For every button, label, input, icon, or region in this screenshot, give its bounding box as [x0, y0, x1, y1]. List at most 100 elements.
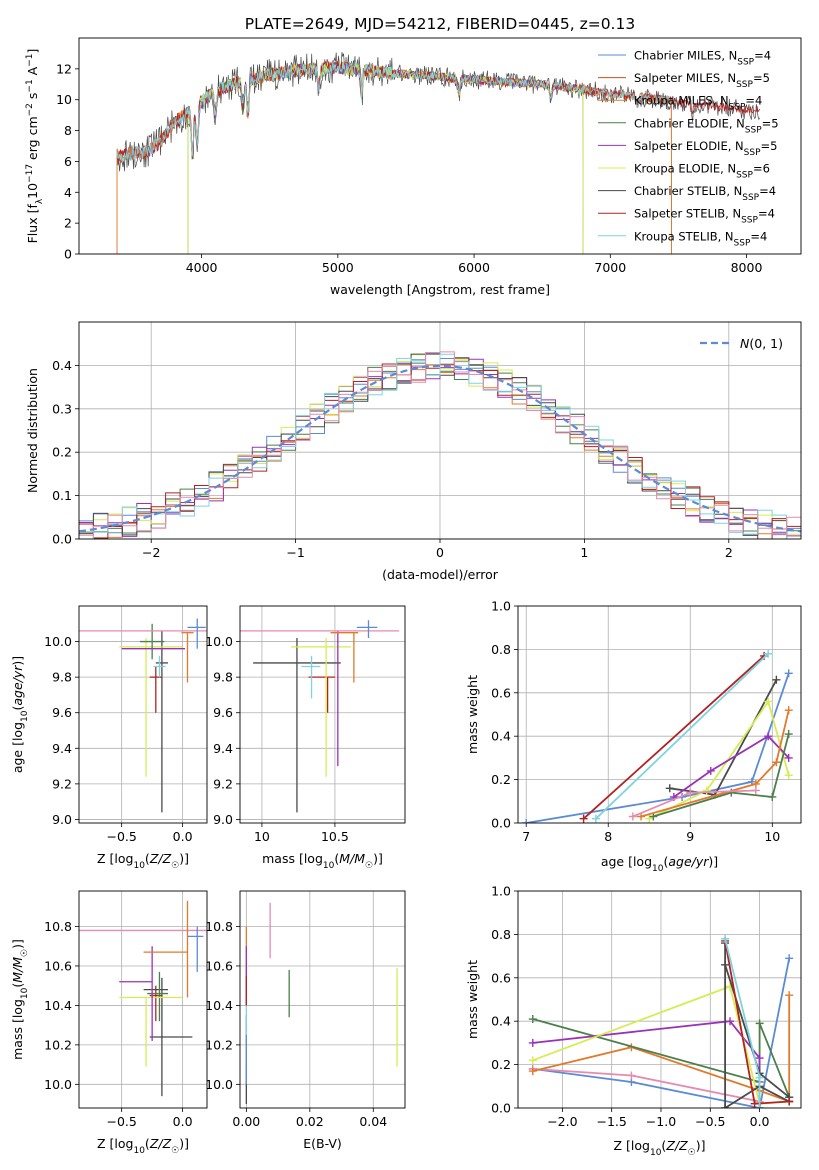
x-tick-label: 0.0	[750, 1114, 770, 1129]
y-axis-label: mass [log10(M/M☉)]	[10, 939, 30, 1060]
label-part: =5	[753, 71, 770, 85]
grid-lines	[240, 891, 405, 1108]
weight-point-marker	[785, 1097, 794, 1106]
y-tick-label: 0.3	[52, 401, 72, 416]
x-axis-label: (data-model)/error	[382, 567, 499, 582]
y-tick-label: 0	[64, 247, 72, 262]
x-tick-label: 2	[725, 545, 733, 560]
weight-series-line	[582, 655, 765, 820]
label-part: −1	[25, 79, 35, 92]
weight-series-line	[595, 653, 769, 820]
weight-point-marker	[579, 814, 588, 823]
histogram-step-line	[79, 351, 801, 536]
x-tick-label: 0.00	[232, 1114, 260, 1129]
gaussian-reference-curve	[79, 364, 801, 533]
plot-area	[79, 891, 207, 1108]
label-part: 10	[652, 864, 664, 874]
y-tick-label: 0.6	[491, 685, 511, 700]
label-part: Z [log	[614, 1138, 650, 1153]
y-tick-label: 10.6	[44, 958, 72, 973]
label-part: Salpeter ELODIE, N	[634, 139, 744, 153]
x-tick-label: −0.5	[106, 829, 136, 844]
label-part: SSP	[736, 80, 753, 90]
label-part: s	[25, 93, 40, 104]
weight-point-marker	[591, 814, 600, 823]
axes-frame	[239, 890, 406, 1109]
x-tick-label: 0	[436, 545, 444, 560]
massweight-vs-metallicity-panel: −2.0 −1.5 −1.0 −0.5 0.0 0.0 0.2 0.4 0.6 0.8 1.0 Z […	[465, 884, 802, 1158]
plot-area	[240, 891, 405, 1108]
y-tick-label: 10.2	[44, 1037, 72, 1052]
weight-point-marker	[784, 669, 793, 678]
label-part: SSP	[737, 58, 754, 68]
label-part: (	[663, 854, 668, 869]
label-part: M/M	[339, 851, 365, 866]
label-part: Kroupa ELODIE, N	[634, 162, 736, 176]
x-tick-label: 10	[254, 829, 270, 844]
label-part: )]	[179, 851, 189, 866]
y-tick-label: 9.2	[213, 776, 233, 791]
y-axis-label: mass weight	[465, 960, 480, 1039]
label-part: Chabrier ELODIE, N	[634, 116, 745, 130]
errorbar-point	[356, 620, 378, 639]
label-part: N	[740, 336, 750, 351]
x-axis-label: Z [log10(Z/Z☉)]	[97, 1136, 189, 1156]
weight-point-marker	[721, 934, 730, 943]
errorbar-point	[143, 900, 189, 998]
label-part: 10	[650, 1148, 662, 1158]
y-tick-label: 0.1	[52, 488, 72, 503]
weight-point-marker	[785, 954, 794, 963]
x-tick-label: 5000	[322, 260, 354, 275]
label-part: 10	[25, 183, 40, 199]
x-tick-label: −1	[286, 545, 304, 560]
residuals-panel: −2 −1 0 1 2 0.0 0.1 0.2 0.3 0.4 N(0, 1) (data-model…	[25, 321, 802, 582]
y-tick-label: 9.0	[213, 812, 233, 827]
label-part: (	[10, 983, 25, 988]
legend-label: Salpeter MILES, NSSP=5	[634, 71, 770, 90]
legend-label: Kroupa STELIB, NSSP=4	[634, 229, 767, 248]
y-tick-label: 0.0	[491, 1101, 511, 1116]
weight-point-marker	[528, 1067, 537, 1076]
label-part: −2	[25, 103, 35, 116]
label-part: =6	[753, 162, 770, 176]
label-part: =4	[754, 49, 771, 63]
weight-point-marker	[628, 812, 637, 821]
x-tick-label: −1.5	[596, 1114, 626, 1129]
label-part: Chabrier MILES, N	[634, 49, 737, 63]
label-part: (	[145, 851, 150, 866]
weight-point-marker	[721, 960, 730, 969]
weight-series-line	[532, 1018, 791, 1098]
y-tick-label: 0.8	[491, 642, 511, 657]
label-part: )]	[696, 1138, 706, 1153]
label-part: Z [log	[97, 851, 133, 866]
label-part: M/M	[10, 957, 25, 983]
errorbar-point	[187, 618, 206, 649]
x-axis-label: Z [log10(Z/Z☉)]	[614, 1138, 706, 1158]
y-tick-label: 0.0	[491, 816, 511, 831]
weight-point-marker	[784, 771, 793, 780]
label-part: )]	[10, 939, 25, 949]
weight-point-marker	[764, 732, 773, 741]
errorbar-point	[187, 926, 204, 972]
x-tick-label: 0.02	[296, 1114, 324, 1129]
plot-area	[240, 606, 405, 823]
label-part: =4	[750, 229, 767, 243]
y-tick-label: 0.4	[491, 729, 511, 744]
label-part: SSP	[734, 238, 751, 248]
x-tick-label: 6000	[458, 260, 490, 275]
y-axis-label: Flux [fλ10−17 erg cm−2 s−1 A−1]	[25, 49, 45, 244]
y-tick-label: 10.2	[205, 1037, 233, 1052]
spectrum-series-line	[187, 61, 584, 254]
y-tick-label: 9.6	[213, 705, 233, 720]
weight-point-marker	[751, 786, 760, 795]
label-part: )]	[10, 656, 25, 666]
y-axis-label: age [log10(age/yr)]	[10, 656, 30, 773]
mass-vs-ebv-panel: 0.00 0.02 0.04 10.0 10.2 10.4 10.6 10.8 E(B-V)	[205, 890, 406, 1151]
errorbar-point	[155, 630, 168, 813]
y-tick-label: 2	[64, 216, 72, 231]
spectrum-panel: 4000 5000 6000 7000 8000 0 2 4 6 8 10 12 wavelength …	[25, 37, 802, 297]
weight-series-line	[648, 699, 790, 820]
errorbar-point	[119, 996, 183, 1067]
x-axis-label: Z [log10(Z/Z☉)]	[97, 851, 189, 871]
weight-point-marker	[522, 819, 531, 823]
